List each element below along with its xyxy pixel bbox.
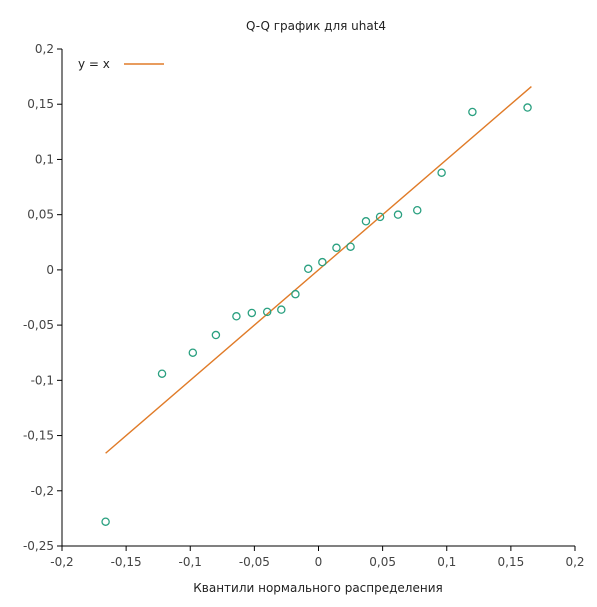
y-tick-label: 0,15 xyxy=(27,97,54,111)
x-tick-label: -0,15 xyxy=(111,555,142,569)
x-tick-label: 0,15 xyxy=(498,555,525,569)
data-point xyxy=(277,305,286,314)
data-point xyxy=(157,369,167,378)
data-point xyxy=(437,168,446,177)
x-tick-label: 0,2 xyxy=(565,555,584,569)
x-axis-label: Квантили нормального распределения xyxy=(193,581,442,595)
data-point xyxy=(361,217,371,226)
y-tick-label: -0,15 xyxy=(23,429,54,443)
data-point xyxy=(468,107,477,117)
points-layer xyxy=(101,103,532,526)
x-tick-label: 0,05 xyxy=(369,555,396,569)
x-tick-label: 0,1 xyxy=(437,555,456,569)
data-point xyxy=(188,348,198,357)
data-point xyxy=(346,242,355,251)
x-tick-label: -0,1 xyxy=(179,555,202,569)
y-tick-label: -0,1 xyxy=(31,373,54,387)
data-point xyxy=(393,210,403,219)
data-point xyxy=(101,517,110,526)
x-tick-label: -0,2 xyxy=(50,555,73,569)
axes: -0,2 -0,15 -0,1 -0,05 0 0,05 0,1 0,15 0,2 -0,25 -0… xyxy=(23,42,585,569)
data-point xyxy=(303,264,313,274)
data-point xyxy=(318,257,327,267)
data-point xyxy=(523,103,532,112)
data-point xyxy=(247,308,257,318)
y-tick-label: -0,25 xyxy=(23,539,54,553)
x-tick-label: -0,05 xyxy=(239,555,270,569)
reference-line-y-equals-x xyxy=(105,86,532,454)
legend-label: y = x xyxy=(78,57,110,71)
data-point xyxy=(413,205,422,215)
y-tick-label: -0,2 xyxy=(31,484,54,498)
data-point xyxy=(332,243,341,253)
y-tick-label: 0,1 xyxy=(35,152,54,166)
reference-line-layer xyxy=(105,86,532,454)
y-tick-label: -0,05 xyxy=(23,318,54,332)
y-tick-label: 0 xyxy=(46,263,54,277)
y-tick-label: 0,2 xyxy=(35,42,54,56)
data-point xyxy=(211,330,221,340)
chart-title: Q-Q график для uhat4 xyxy=(246,19,386,33)
legend: y = x xyxy=(78,57,164,71)
data-point xyxy=(291,289,300,299)
data-point xyxy=(262,307,272,317)
x-tick-label: 0 xyxy=(315,555,323,569)
y-tick-label: 0,05 xyxy=(27,208,54,222)
data-point xyxy=(232,312,241,321)
data-point xyxy=(375,212,385,222)
